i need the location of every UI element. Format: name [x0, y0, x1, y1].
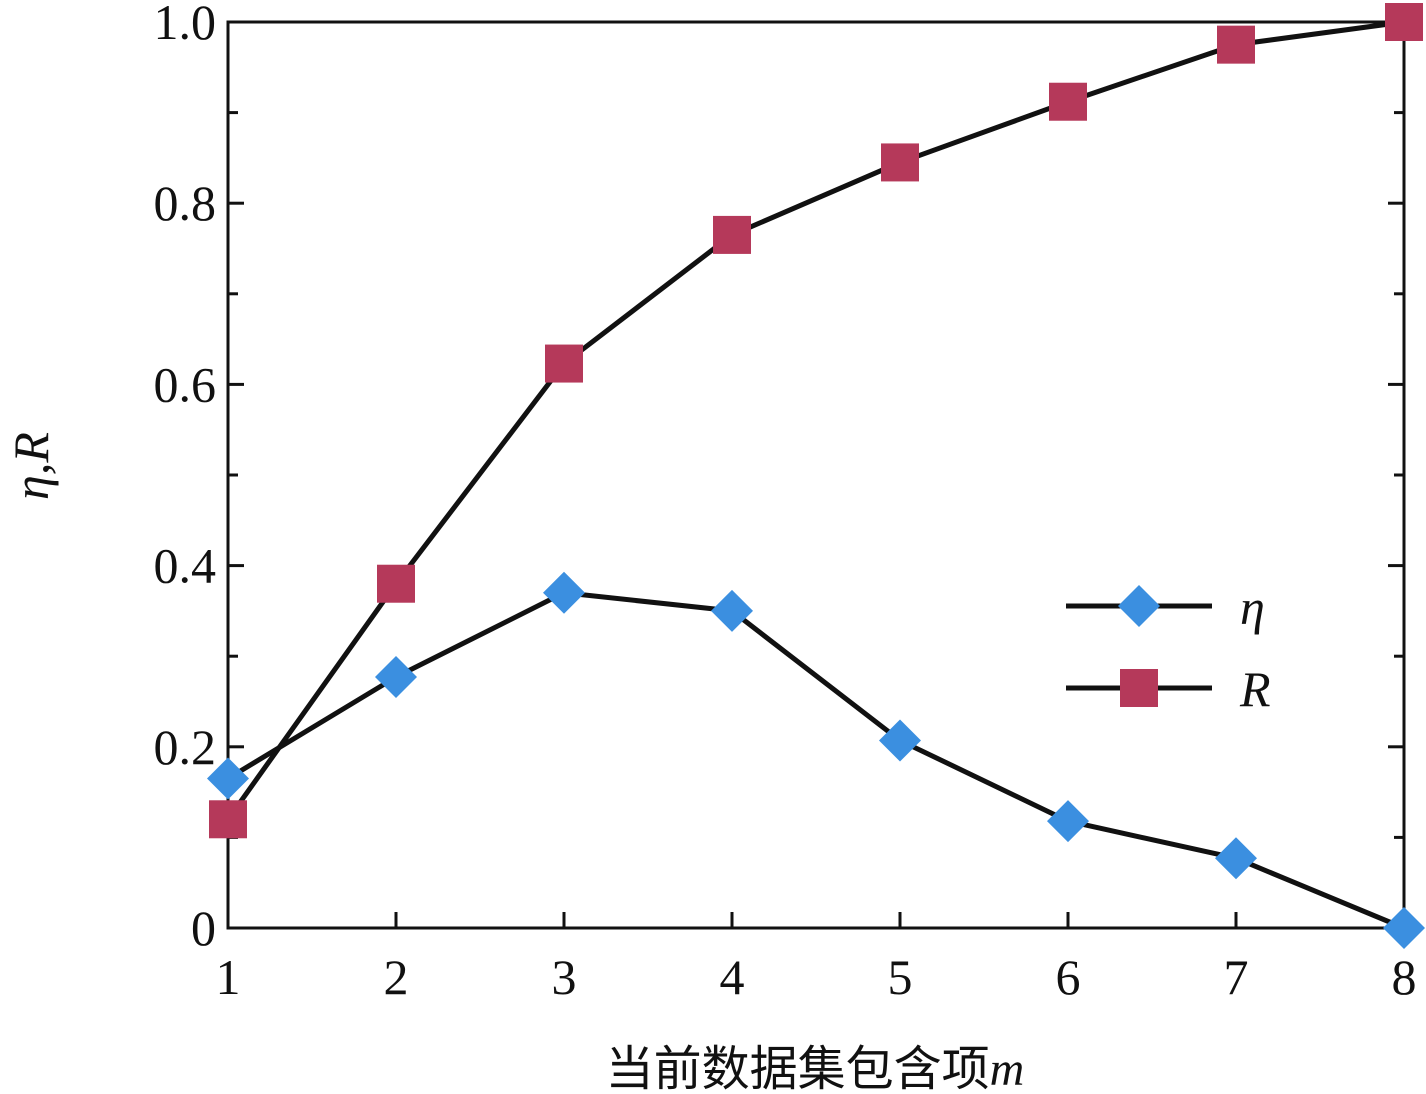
ticks: 1 2 3 4 5 6 7 8 0 0.2 0.4 0.6 0.8 1.0 [154, 0, 1417, 1005]
x-axis-title-text: 当前数据集包含项 [606, 1041, 990, 1094]
plot-frame [226, 20, 1406, 930]
data-point-R [377, 564, 415, 603]
axes [226, 20, 1406, 930]
legend-label: R [1239, 661, 1271, 717]
y-axis-title: η,R [3, 432, 59, 500]
x-tick-label: 6 [1056, 949, 1081, 1005]
data-point-eta [879, 719, 921, 762]
series-markers [207, 3, 1425, 949]
series-line-eta [226, 590, 1405, 931]
data-point-eta [207, 757, 249, 800]
data-point-R [881, 143, 919, 182]
x-tick-label: 2 [384, 949, 409, 1005]
x-tick-label: 3 [552, 949, 577, 1005]
x-tick-label: 7 [1224, 949, 1249, 1005]
data-point-R [713, 215, 751, 254]
data-point-eta [1383, 907, 1425, 949]
series-line-R [225, 19, 1405, 821]
x-axis-title-var: m [990, 1043, 1025, 1094]
data-point-R [209, 800, 247, 839]
y-tick-label: 0.4 [154, 538, 217, 594]
data-point-R [1217, 25, 1255, 64]
series-lines [225, 19, 1405, 931]
x-tick-label: 8 [1392, 949, 1417, 1005]
legend-marker [1118, 585, 1160, 627]
x-tick-label: 5 [888, 949, 913, 1005]
data-point-eta [543, 571, 585, 614]
y-tick-label: 1.0 [154, 0, 217, 50]
y-tick-label: 0.6 [154, 356, 217, 412]
data-point-eta [1047, 800, 1089, 843]
legend: ηR [1066, 579, 1271, 717]
data-point-R [1385, 3, 1423, 41]
data-point-R [1049, 82, 1087, 121]
x-tick-label: 1 [216, 949, 241, 1005]
y-tick-label: 0 [191, 900, 216, 956]
y-tick-label: 0.8 [154, 175, 217, 231]
legend-label: η [1240, 579, 1265, 635]
data-point-eta [711, 589, 753, 632]
data-point-eta [375, 656, 417, 699]
y-tick-label: 0.2 [154, 719, 217, 775]
data-point-R [545, 344, 583, 383]
legend-marker [1120, 669, 1158, 707]
x-tick-label: 4 [720, 949, 745, 1005]
x-axis-title: 当前数据集包含项m [606, 1041, 1025, 1094]
data-point-eta [1215, 837, 1257, 880]
